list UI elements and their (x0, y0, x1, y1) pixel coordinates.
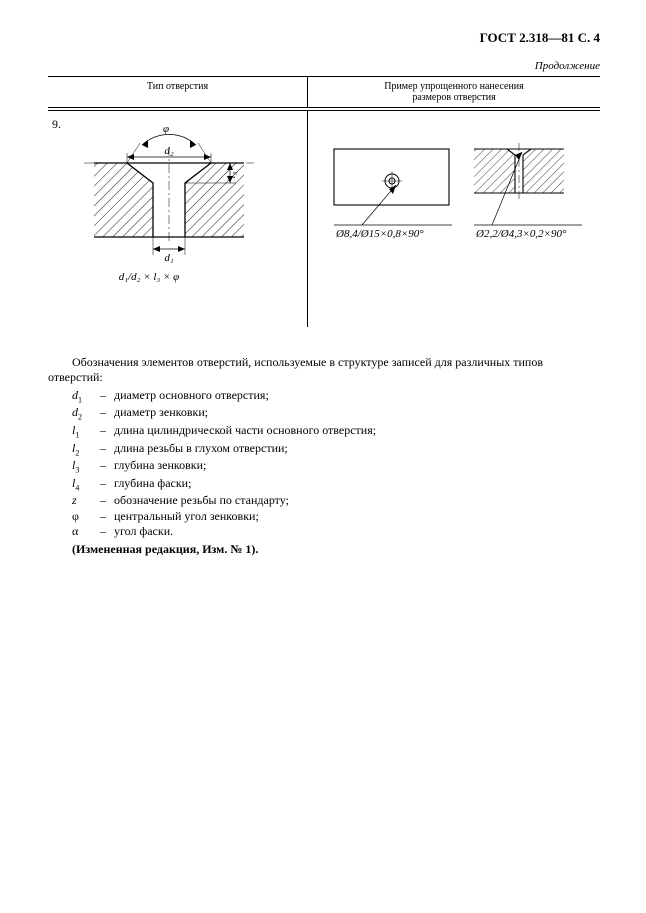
revision-note: (Измененная редакция, Изм. № 1). (48, 542, 600, 557)
example-drawing: Ø8,4/Ø15×0,8×90° (314, 117, 594, 287)
d2-label: d₂ (164, 145, 174, 157)
definition-dash: – (100, 441, 114, 459)
example-cell: Ø8,4/Ø15×0,8×90° (314, 117, 594, 287)
definition-symbol: φ (48, 509, 100, 524)
definition-text: глубина фаски; (114, 476, 600, 494)
page-content: ГОСТ 2.318—81 С. 4 Продолжение Тип отвер… (48, 30, 600, 557)
definition-symbol: d2 (48, 405, 100, 423)
definition-text: диаметр зенковки; (114, 405, 600, 423)
table-row: 9. (48, 111, 600, 327)
continuation-label: Продолжение (48, 60, 600, 72)
definition-symbol: z (48, 493, 100, 508)
hole-type-drawing: φ d₂ l₃ (54, 117, 264, 287)
definition-text: обозначение резьбы по стандарту; (114, 493, 600, 508)
definition-symbol: l4 (48, 476, 100, 494)
definition-dash: – (100, 493, 114, 508)
definition-row: φ–центральный угол зенковки; (48, 509, 600, 524)
main-table: Тип отверстия Пример упрощенного нанесен… (48, 76, 600, 327)
definition-row: α–угол фаски. (48, 524, 600, 539)
d1-label: d₁ (164, 252, 174, 264)
definition-row: l4–глубина фаски; (48, 476, 600, 494)
hole-type-cell: 9. (54, 117, 301, 287)
definition-row: l1–длина цилиндрической части основного … (48, 423, 600, 441)
definition-symbol: l1 (48, 423, 100, 441)
definition-text: длина цилиндрической части основного отв… (114, 423, 600, 441)
l3-label: l₃ (226, 171, 238, 178)
definition-dash: – (100, 476, 114, 494)
definition-dash: – (100, 524, 114, 539)
formula-label: d₁/d₂ × l₃ × φ (119, 271, 180, 283)
callout1-label: Ø8,4/Ø15×0,8×90° (335, 228, 424, 240)
document-header: ГОСТ 2.318—81 С. 4 (48, 30, 600, 46)
definition-row: d2–диаметр зенковки; (48, 405, 600, 423)
definition-row: d1–диаметр основного отверстия; (48, 388, 600, 406)
definition-dash: – (100, 458, 114, 476)
definition-text: длина резьбы в глухом отверстии; (114, 441, 600, 459)
table-header-row: Тип отверстия Пример упрощенного нанесен… (48, 77, 600, 108)
row-number: 9. (52, 117, 61, 132)
definition-symbol: l2 (48, 441, 100, 459)
definition-row: l2–длина резьбы в глухом отверстии; (48, 441, 600, 459)
definition-symbol: d1 (48, 388, 100, 406)
definition-dash: – (100, 405, 114, 423)
col2-header: Пример упрощенного нанесения размеров от… (308, 77, 601, 108)
definition-row: l3–глубина зенковки; (48, 458, 600, 476)
phi-label: φ (163, 123, 169, 135)
callout2-label: Ø2,2/Ø4,3×0,2×90° (475, 228, 567, 240)
definitions-block: Обозначения элементов отверстий, использ… (48, 355, 600, 540)
definition-dash: – (100, 423, 114, 441)
definition-symbol: α (48, 524, 100, 539)
definition-text: угол фаски. (114, 524, 600, 539)
definition-row: z–обозначение резьбы по стандарту; (48, 493, 600, 508)
definition-text: центральный угол зенковки; (114, 509, 600, 524)
definition-symbol: l3 (48, 458, 100, 476)
definitions-intro: Обозначения элементов отверстий, использ… (48, 355, 600, 386)
definition-dash: – (100, 509, 114, 524)
definition-text: глубина зенковки; (114, 458, 600, 476)
col1-header: Тип отверстия (48, 77, 308, 108)
definition-text: диаметр основного отверстия; (114, 388, 600, 406)
definition-dash: – (100, 388, 114, 406)
